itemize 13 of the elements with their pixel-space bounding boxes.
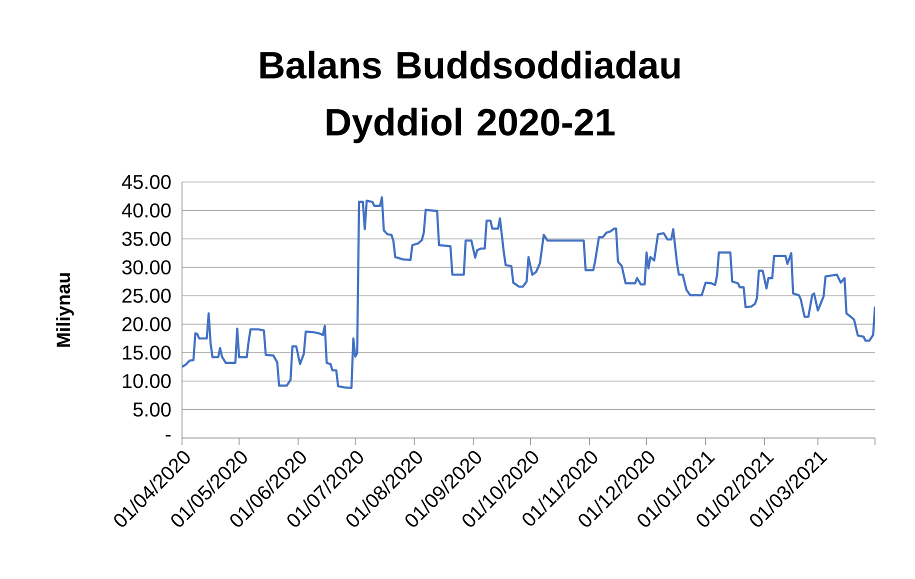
y-tick-label: 40.00	[122, 203, 171, 218]
y-tick-label: 45.00	[122, 174, 171, 190]
y-tick-label: 10.00	[122, 374, 171, 388]
y-tick-label: 15.00	[122, 346, 171, 360]
y-tick-label: 5.00	[133, 402, 171, 417]
line-series	[182, 196, 876, 390]
chart-title: Balans Buddsoddiadau Dyddiol 2020-21	[260, 50, 680, 144]
y-tick-label: 30.00	[122, 260, 171, 274]
y-tick-label: 35.00	[122, 232, 171, 246]
y-tick-label: -	[166, 434, 171, 436]
y-tick-label: 25.00	[122, 288, 171, 303]
y-axis-title: Miliynau	[56, 273, 74, 347]
y-tick-label: 20.00	[122, 317, 171, 332]
